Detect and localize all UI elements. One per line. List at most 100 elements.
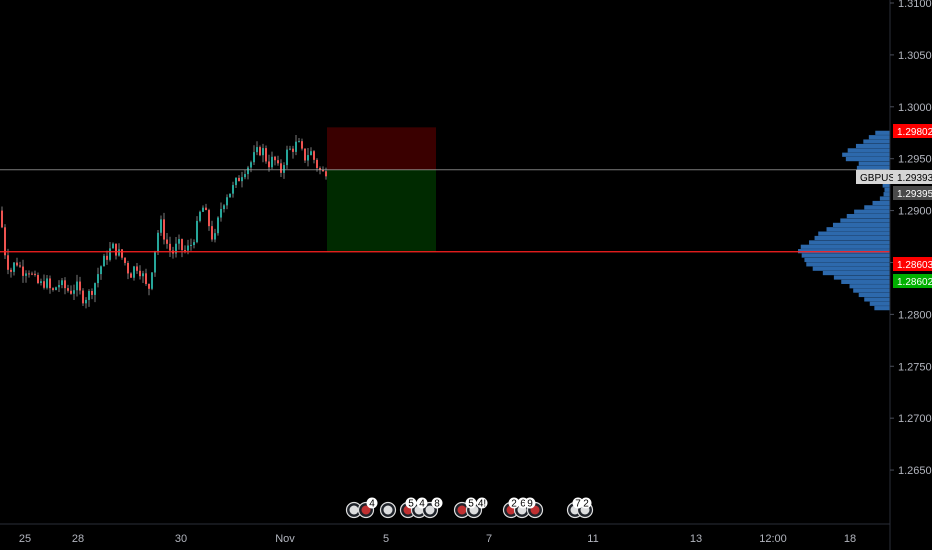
event-count-badge[interactable] [431,497,443,509]
entry-price-badge-bg [893,186,932,200]
candle-body [130,273,132,278]
event-count-label: 8 [434,499,440,510]
candle-body [184,250,186,252]
candle-body [307,155,309,161]
volume-profile-bar [822,270,890,276]
candle-body [289,148,291,150]
y-tick-label: 1.30000 [898,102,932,114]
volume-profile-bar [806,262,890,267]
candle-body [301,141,303,149]
event-count-badge[interactable] [476,497,488,509]
candle-body [223,205,225,210]
candle-body [277,160,279,164]
y-tick-label: 1.26500 [898,465,932,477]
candle-body [97,274,99,284]
event-count-badge[interactable] [524,497,536,509]
event-markers: 4 5 4 8 5 4! 2 6 9 7 2 [345,497,594,519]
event-count-badge[interactable] [580,497,592,509]
event-count-label: 4 [419,499,425,510]
volume-profile-bar [855,143,890,149]
candle-body [316,159,318,168]
event-count-badge[interactable] [366,497,378,509]
candle-body [268,161,270,168]
candle-body [202,207,204,212]
event-count-badge[interactable] [405,497,417,509]
x-tick-label: 30 [175,533,187,545]
candle-body [142,273,144,277]
candle-body [22,266,24,276]
candle-body [166,239,168,244]
volume-profile-bar [858,161,890,166]
candle-body [211,226,213,240]
volume-profile-bar [854,209,890,214]
x-tick-label: 7 [486,533,492,545]
price-lines [0,169,890,253]
event-count-label: 6 [520,499,526,510]
candle-body [313,151,315,160]
volume-profile-bar [863,139,890,144]
candle-body [7,255,9,270]
volume-profile-bar [869,301,890,306]
candle-body [112,243,114,249]
candle-body [235,177,237,186]
volume-profile-bar [868,135,890,140]
candle-body [157,232,159,252]
candle-body [85,299,87,304]
candle-body [226,197,228,206]
volume-profile-bar [801,253,890,258]
candle-body [148,283,150,289]
volume-profile-bar [800,244,890,249]
volume-profile-bar [840,218,890,223]
candle-body [178,239,180,244]
candle-body [19,265,21,267]
volume-profile-bar [874,306,890,311]
candle-body [292,148,294,152]
position-zones [327,127,436,252]
event-count-badge[interactable] [416,497,428,509]
take-profit-zone[interactable] [327,169,436,252]
target-price-badge: 1.28602 [897,277,932,288]
event-count-label: 2 [583,499,589,510]
candle-body [193,242,195,246]
candle-body [133,266,135,278]
event-flag-dot [457,505,467,515]
candle-body [241,177,243,182]
candle-body [127,262,129,274]
volume-profile [798,130,890,311]
stop-price-badge: 1.29802 [897,127,932,138]
event-count-badge[interactable] [572,497,584,509]
y-tick-label: 1.27500 [898,361,932,373]
volume-profile-bar [809,240,890,245]
volume-profile-bar [814,235,890,241]
candle-body [25,273,27,276]
candle-body [40,281,42,283]
candle-body [154,251,156,273]
candle-body [214,233,216,240]
candle-body [124,257,126,263]
volume-profile-bar [879,196,890,201]
candle-body [1,210,3,228]
y-tick-label: 1.28000 [898,309,932,321]
x-tick-label: 12:00 [759,533,787,545]
target-price-badge-bg [893,274,932,288]
candle-body [106,255,108,260]
candle-body [247,167,249,175]
volume-profile-bar [812,266,890,271]
stop-loss-zone[interactable] [327,127,436,170]
volume-profile-bar [847,148,890,153]
event-count-badge[interactable] [465,497,477,509]
candle-body [31,273,33,275]
candle-body [115,243,117,256]
event-count-label: 4 [369,499,375,510]
candle-body [58,285,60,288]
volume-profile-bar [882,183,890,188]
candle-body [187,245,189,251]
candle-body [232,185,234,194]
candle-body [49,278,51,289]
candle-body [46,278,48,288]
volume-profile-bar [804,257,890,263]
event-count-badge[interactable] [508,497,520,509]
volume-profile-bar [842,152,890,157]
